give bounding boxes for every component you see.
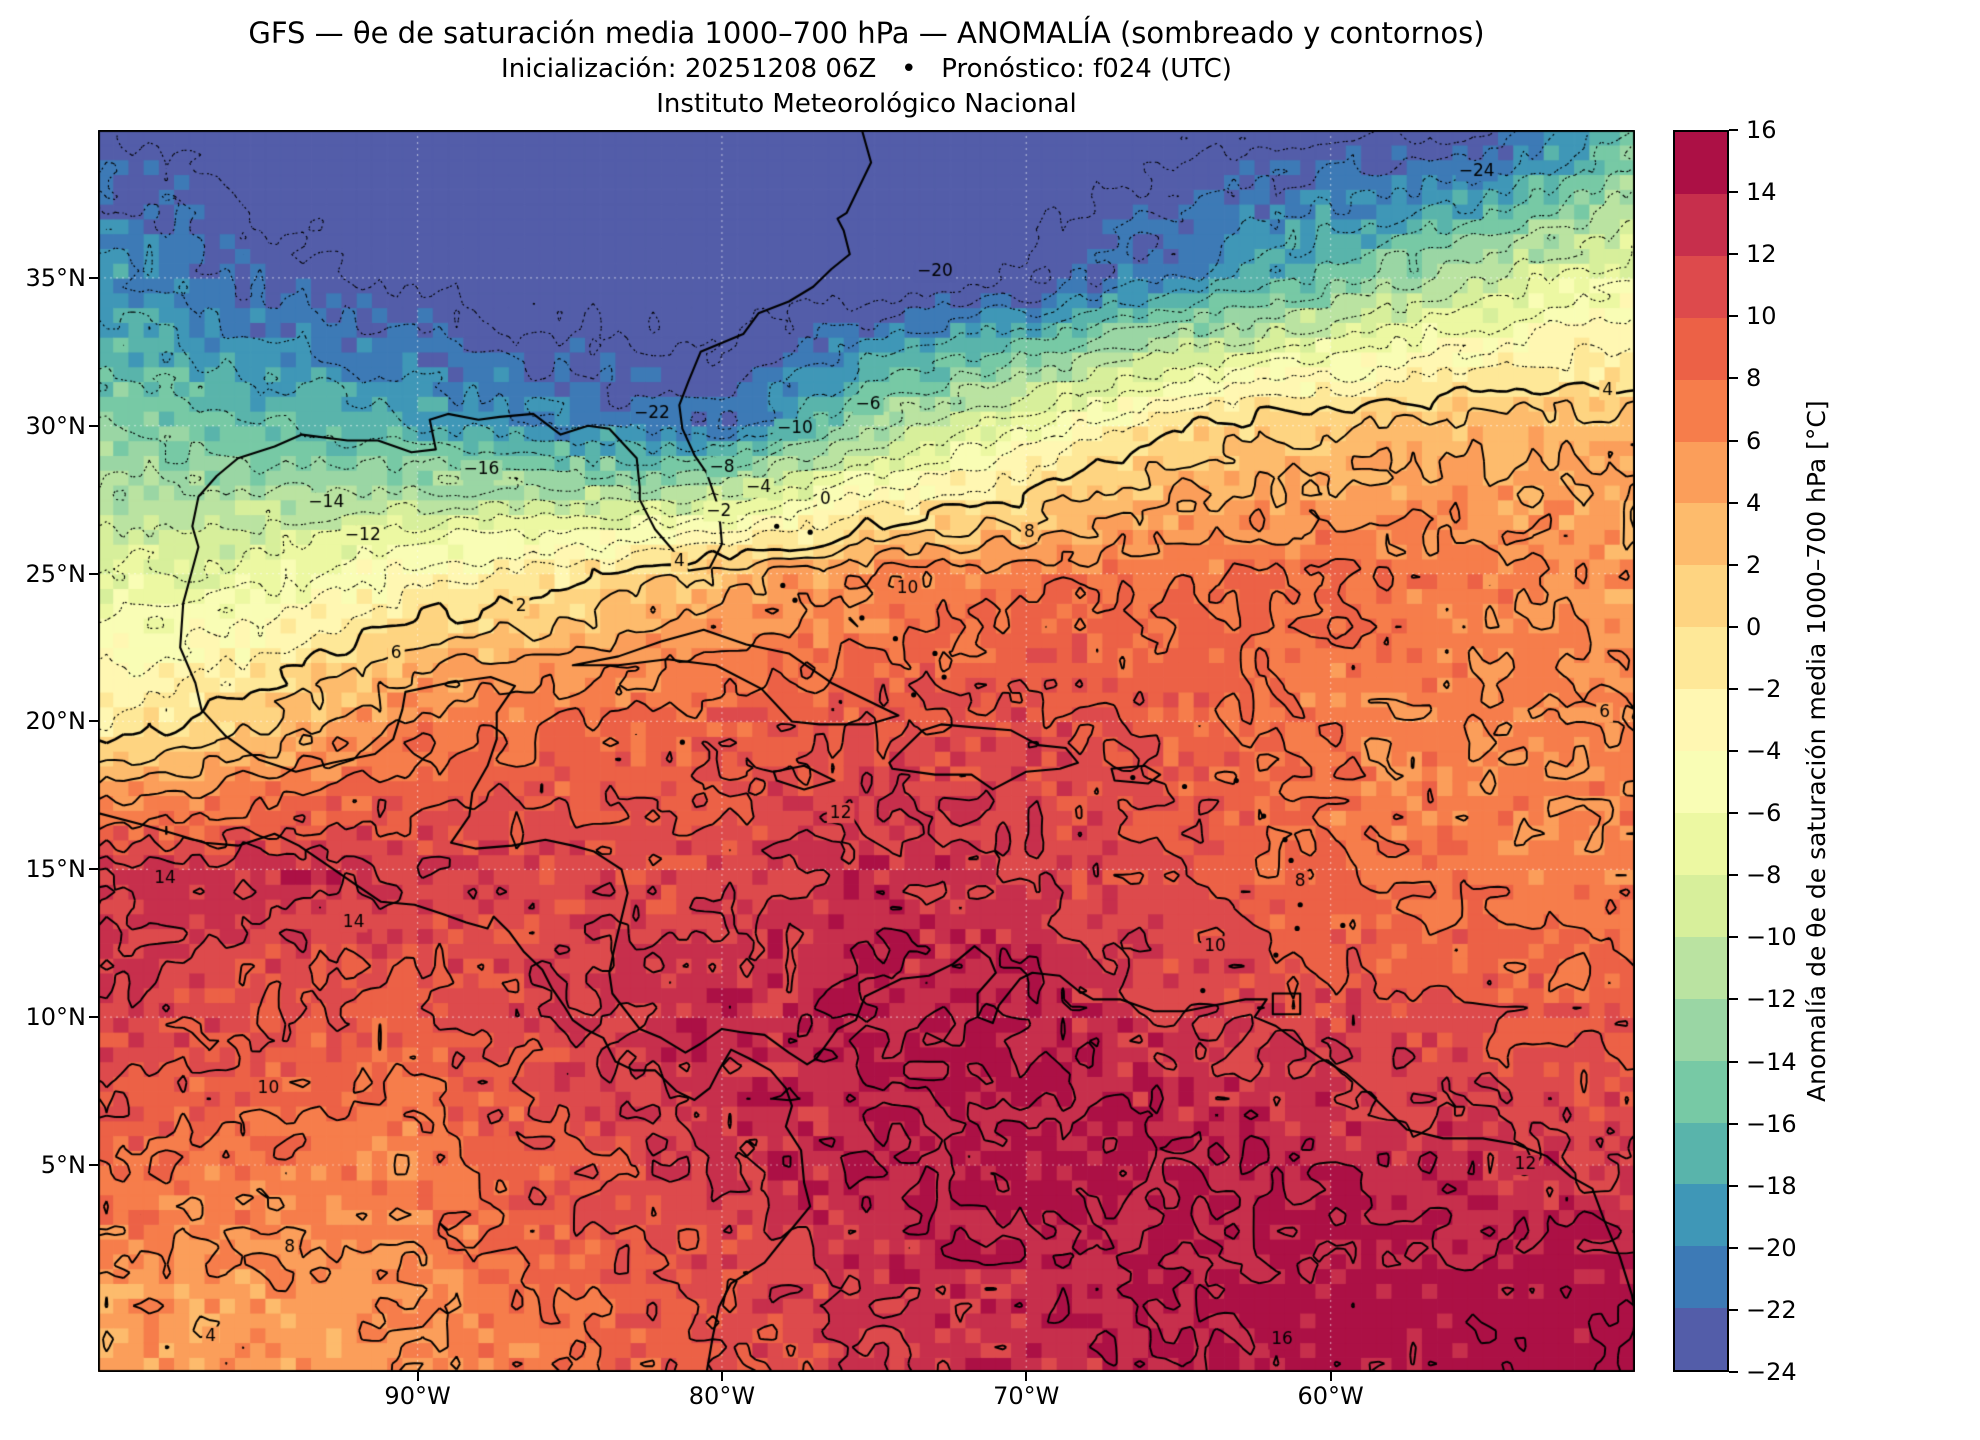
colorbar-tick-mark xyxy=(1729,936,1738,939)
y-axis-tick-mark xyxy=(89,1016,98,1019)
colorbar-segment xyxy=(1675,1122,1727,1185)
colorbar-segment xyxy=(1675,503,1727,566)
colorbar-tick-label: 6 xyxy=(1746,426,1762,455)
y-axis-tick-mark xyxy=(89,1164,98,1166)
colorbar-segment xyxy=(1675,627,1727,690)
colorbar-tick-label: −24 xyxy=(1746,1358,1797,1386)
colorbar-tick-label: −22 xyxy=(1746,1295,1797,1324)
colorbar-tick-label: −18 xyxy=(1746,1171,1797,1200)
y-axis-tick-mark xyxy=(89,868,98,871)
colorbar-tick-label: −2 xyxy=(1746,674,1782,703)
colorbar-tick-mark xyxy=(1729,1060,1738,1063)
colorbar-tick-label: −4 xyxy=(1746,737,1782,765)
colorbar-tick-label: 14 xyxy=(1746,178,1777,207)
colorbar-tick-mark xyxy=(1729,1371,1738,1373)
colorbar-segment xyxy=(1675,255,1727,318)
colorbar-tick-mark xyxy=(1729,1184,1738,1187)
colorbar-tick-label: −8 xyxy=(1746,861,1782,890)
anomaly-map-canvas xyxy=(98,130,1635,1372)
colorbar-tick-label: 2 xyxy=(1746,550,1762,579)
map-plot-area xyxy=(98,130,1635,1372)
x-axis-tick-mark xyxy=(1025,1372,1028,1381)
colorbar-tick-label: −10 xyxy=(1746,923,1797,952)
colorbar-tick-label: −6 xyxy=(1746,799,1782,828)
y-axis-tick-mark xyxy=(89,276,98,279)
colorbar-segment xyxy=(1675,565,1727,628)
colorbar-segment xyxy=(1675,1060,1727,1123)
x-axis-tick-label: 90°W xyxy=(384,1382,451,1410)
colorbar-tick-label: 4 xyxy=(1746,488,1762,517)
y-axis-tick-mark xyxy=(89,424,98,427)
colorbar-tick-label: 0 xyxy=(1746,612,1762,641)
chart-title: GFS — θe de saturación media 1000–700 hP… xyxy=(248,16,1485,50)
y-axis-tick-label: 15°N xyxy=(25,855,87,884)
colorbar-tick-label: −16 xyxy=(1746,1109,1797,1138)
colorbar-segment xyxy=(1675,132,1727,194)
colorbar-segment xyxy=(1675,379,1727,442)
colorbar-segment xyxy=(1675,317,1727,380)
colorbar-segment xyxy=(1675,751,1727,813)
colorbar-tick-mark xyxy=(1729,253,1738,256)
colorbar-tick-label: 16 xyxy=(1746,116,1777,144)
x-axis-tick-label: 80°W xyxy=(688,1382,756,1410)
chart-institution: Instituto Meteorológico Nacional xyxy=(656,89,1077,119)
y-axis-tick-label: 10°N xyxy=(25,1003,87,1032)
colorbar-segment xyxy=(1675,936,1727,999)
y-axis-tick-label: 25°N xyxy=(25,559,87,588)
y-axis-tick-mark xyxy=(89,720,98,723)
colorbar-tick-label: −12 xyxy=(1746,985,1797,1014)
y-axis-tick-label: 20°N xyxy=(25,707,87,736)
colorbar-segment xyxy=(1675,1184,1727,1247)
y-axis-tick-label: 35°N xyxy=(25,263,87,292)
colorbar-segment xyxy=(1675,193,1727,256)
x-axis-tick-mark xyxy=(1329,1372,1332,1381)
colorbar-tick-mark xyxy=(1729,377,1738,380)
colorbar-tick-mark xyxy=(1729,563,1738,566)
colorbar-segment xyxy=(1675,874,1727,937)
colorbar-tick-mark xyxy=(1729,874,1738,877)
colorbar-tick-label: 12 xyxy=(1746,240,1777,269)
colorbar-tick-label: 8 xyxy=(1746,364,1762,393)
colorbar-segment xyxy=(1675,1308,1727,1371)
colorbar-tick-mark xyxy=(1729,1308,1738,1311)
colorbar xyxy=(1673,130,1729,1372)
colorbar-segment xyxy=(1675,998,1727,1061)
colorbar-tick-mark xyxy=(1729,625,1738,628)
colorbar-tick-mark xyxy=(1729,191,1738,194)
x-axis-tick-mark xyxy=(720,1372,723,1381)
colorbar-tick-mark xyxy=(1729,687,1738,690)
y-axis-tick-mark xyxy=(89,572,98,575)
colorbar-segment xyxy=(1675,689,1727,752)
title-block: GFS — θe de saturación media 1000–700 hP… xyxy=(98,14,1635,121)
x-axis-tick-label: 70°W xyxy=(993,1382,1060,1410)
colorbar-tick-mark xyxy=(1729,1246,1738,1249)
colorbar-segment xyxy=(1675,1246,1727,1309)
colorbar-segment xyxy=(1675,441,1727,504)
colorbar-tick-label: 10 xyxy=(1746,302,1777,331)
colorbar-tick-mark xyxy=(1729,439,1738,442)
colorbar-tick-mark xyxy=(1729,750,1738,752)
colorbar-segment xyxy=(1675,812,1727,875)
colorbar-tick-label: −14 xyxy=(1746,1047,1797,1076)
colorbar-tick-mark xyxy=(1729,501,1738,504)
y-axis-tick-label: 5°N xyxy=(40,1151,86,1179)
colorbar-tick-mark xyxy=(1729,315,1738,318)
colorbar-tick-mark xyxy=(1729,998,1738,1001)
chart-subtitle: Inicialización: 20251208 06Z • Pronóstic… xyxy=(501,54,1232,84)
x-axis-tick-mark xyxy=(416,1372,419,1381)
colorbar-tick-label: −20 xyxy=(1746,1233,1797,1262)
colorbar-tick-mark xyxy=(1729,1122,1738,1125)
y-axis-tick-label: 30°N xyxy=(25,411,87,440)
colorbar-tick-mark xyxy=(1729,812,1738,815)
x-axis-tick-label: 60°W xyxy=(1297,1382,1364,1410)
colorbar-tick-mark xyxy=(1729,129,1738,131)
